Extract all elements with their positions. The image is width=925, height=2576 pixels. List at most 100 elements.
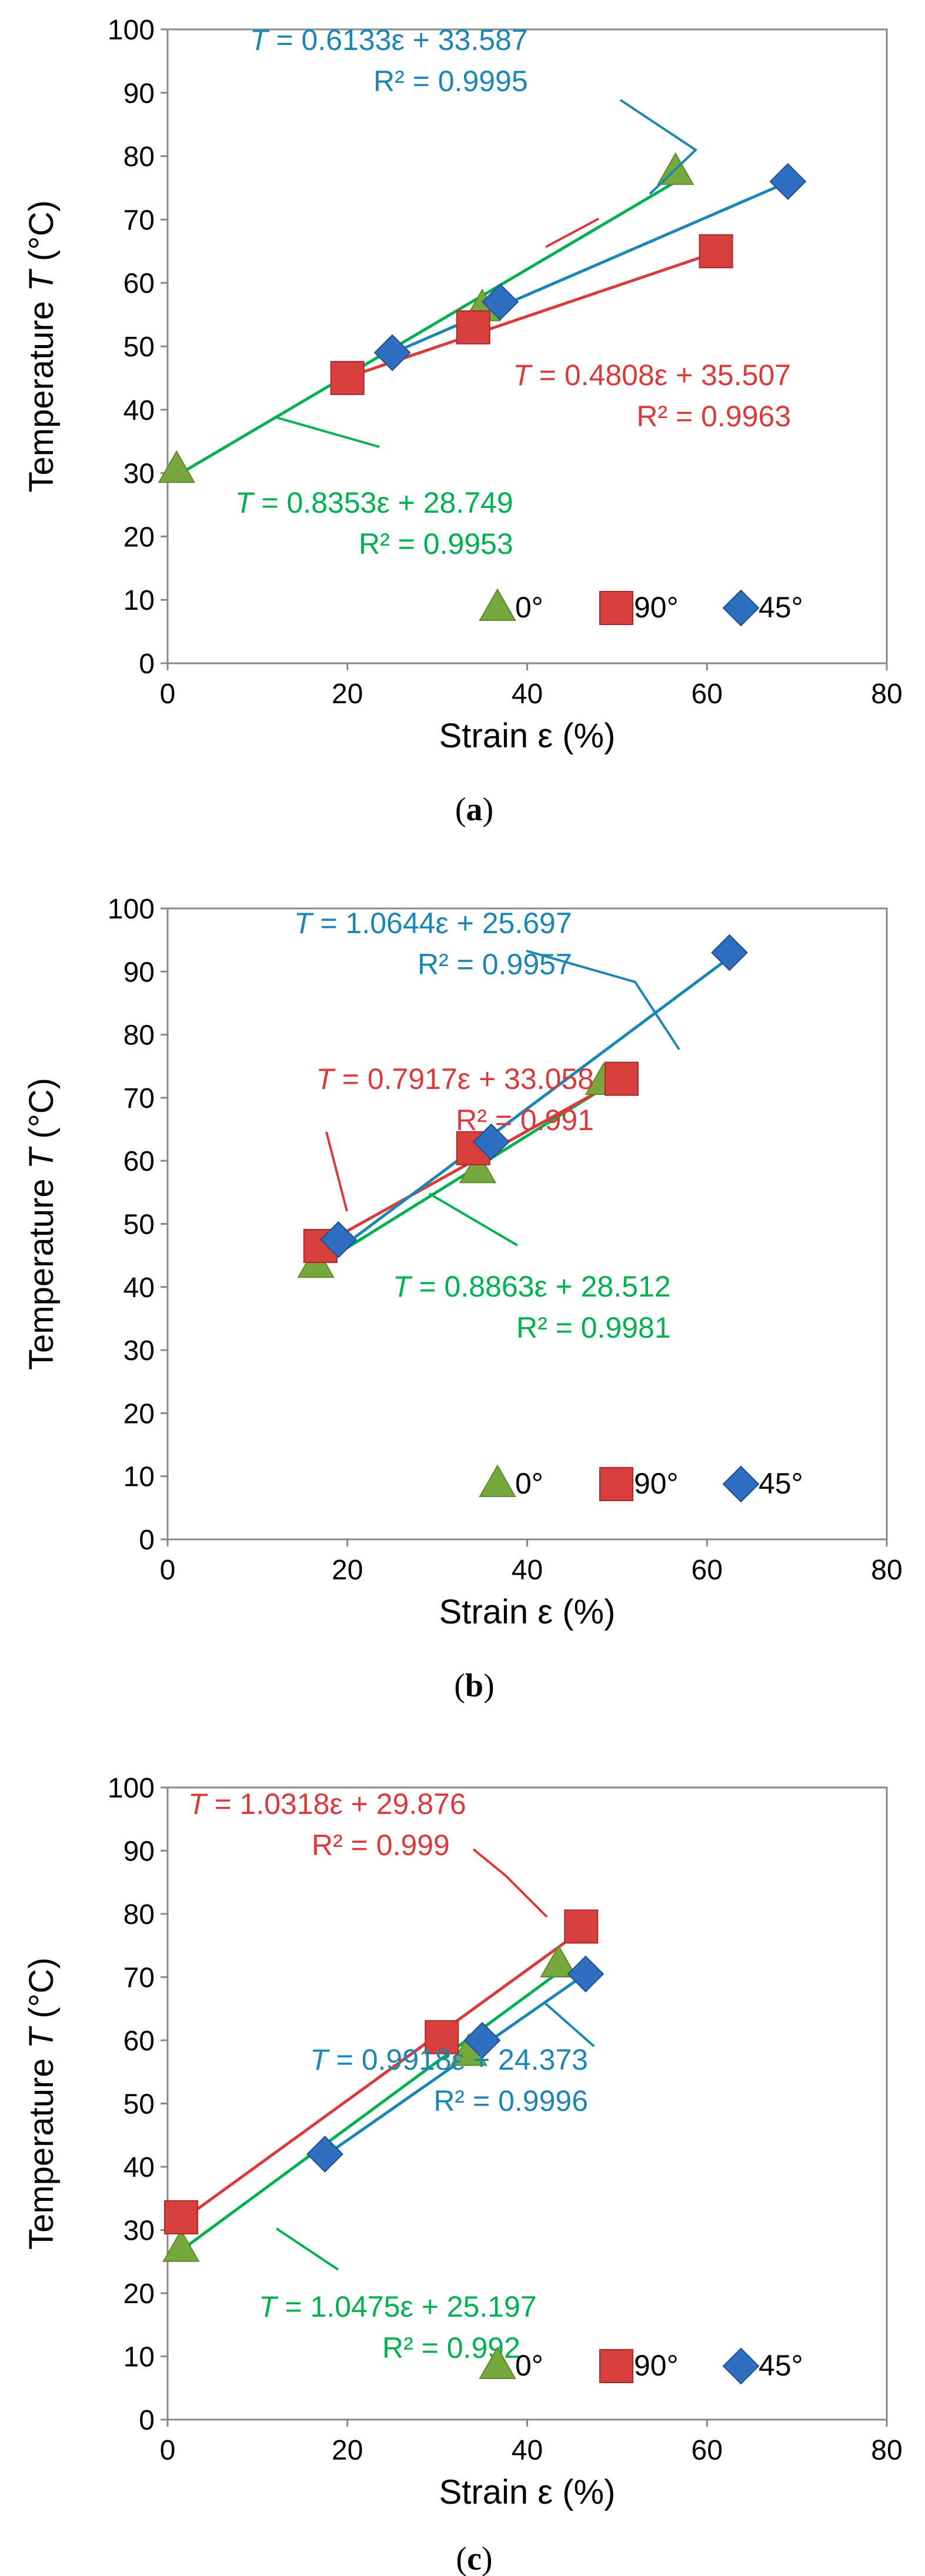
legend-label-blue: 45° [759, 591, 803, 624]
equation-green: T = 0.8353ε + 28.749 [235, 486, 513, 519]
panel-caption-part: ( [454, 1668, 465, 1704]
equation-part: T [235, 486, 255, 519]
y-tick-label: 90 [123, 1836, 155, 1867]
data-point-green [540, 1944, 577, 1977]
equation-part: = 0.6133ε + 33.587 [268, 24, 528, 56]
equation-blue: T = 1.0644ε + 25.697 [294, 907, 572, 940]
y-tick-label: 70 [123, 1963, 155, 1994]
legend-marker-green [479, 1464, 516, 1497]
equation-blue: T = 0.9918ε + 24.373 [310, 2043, 588, 2076]
chart-panel-c: 0 10 20 30 40 50 60 70 80 90 100 0 20 40 60 80 Strain ε … [22, 1773, 903, 2576]
leader-line-red [472, 1848, 548, 1918]
x-tick-label: 40 [512, 1555, 543, 1586]
legend-label-red: 90° [634, 1467, 679, 1500]
x-axis-title: Strain ε (%) [439, 717, 616, 755]
x-tick-label: 20 [332, 1555, 363, 1586]
y-axis-title-part: T [22, 269, 61, 292]
y-tick-label: 0 [139, 1525, 155, 1556]
r-squared-red: R² = 0.999 [312, 1829, 450, 1862]
data-point-blue [769, 163, 807, 201]
r-squared-red: R² = 0.991 [456, 1104, 594, 1137]
data-point-red [699, 234, 733, 269]
equation-green: T = 0.8863ε + 28.512 [393, 1270, 671, 1303]
y-tick-label: 30 [123, 459, 155, 490]
data-point-red [163, 2200, 198, 2234]
x-tick-label: 0 [160, 2435, 176, 2466]
equation-part: = 0.8863ε + 28.512 [411, 1270, 671, 1303]
panel-caption: (c) [456, 2541, 492, 2576]
y-tick-label: 90 [123, 78, 155, 109]
equation-part: T [316, 1063, 336, 1095]
data-point-blue [567, 1955, 605, 1993]
equation-part: = 0.8353ε + 28.749 [253, 486, 513, 519]
y-tick-label: 40 [123, 2152, 155, 2183]
x-tick-label: 60 [692, 1555, 723, 1586]
y-axis-title-part: Temperature [22, 2049, 61, 2250]
y-axis-title: Temperature T (°C) [22, 201, 61, 493]
y-tick-label: 50 [123, 332, 155, 363]
data-point-red [456, 310, 490, 345]
y-tick-label: 70 [123, 205, 155, 236]
x-axis-title: Strain ε (%) [439, 1593, 616, 1631]
x-tick-label: 0 [160, 1555, 176, 1586]
panel-caption-part: ) [483, 791, 494, 828]
panel-caption-part: c [467, 2541, 482, 2576]
y-axis-title-part: (°C) [22, 201, 61, 271]
y-tick-label: 60 [123, 268, 155, 299]
y-axis-title-part: (°C) [22, 1078, 61, 1148]
y-tick-label: 50 [123, 2089, 155, 2120]
equation-part: = 1.0318ε + 29.876 [206, 1788, 466, 1820]
x-tick-label: 60 [692, 679, 723, 710]
panel-caption-part: ) [482, 2541, 493, 2576]
y-axis-title-part: (°C) [22, 1957, 61, 2028]
x-tick-label: 80 [871, 2435, 902, 2466]
legend-label-green: 0° [515, 591, 543, 624]
data-point-blue [306, 2136, 343, 2173]
data-point-green [459, 1150, 497, 1184]
leader-line-red [545, 218, 599, 248]
data-point-red [425, 2020, 459, 2054]
data-point-blue [463, 2022, 501, 2059]
y-tick-label: 90 [123, 957, 155, 988]
equation-red: T = 0.4808ε + 35.507 [513, 359, 791, 392]
x-tick-label: 20 [332, 2435, 363, 2466]
data-point-green [162, 2229, 200, 2262]
leader-line-green [275, 2227, 339, 2271]
chart-panel-b: 0 10 20 30 40 50 60 70 80 90 100 0 20 40 60 80 Strain ε … [22, 894, 903, 1704]
y-tick-label: 40 [123, 1272, 155, 1304]
y-tick-label: 100 [108, 894, 155, 925]
x-tick-label: 40 [512, 2435, 543, 2466]
y-axis-title-part: Temperature [22, 1169, 61, 1370]
data-point-blue [482, 283, 519, 320]
equation-part: T [259, 2290, 279, 2323]
r-squared-green: R² = 0.9953 [359, 527, 513, 560]
equation-part: = 0.7917ε + 33.058 [334, 1063, 594, 1095]
x-tick-label: 60 [692, 2435, 723, 2466]
panel-caption-part: b [465, 1668, 483, 1704]
leader-line-blue [526, 950, 680, 1051]
data-point-green [158, 450, 196, 483]
y-tick-label: 30 [123, 2216, 155, 2247]
r-squared-blue: R² = 0.9957 [418, 948, 572, 981]
y-axis-title: Temperature T (°C) [22, 1957, 61, 2250]
x-tick-label: 0 [160, 679, 176, 710]
panel-caption-part: ( [456, 2541, 467, 2576]
x-tick-label: 80 [871, 679, 902, 710]
leader-line-green [276, 416, 380, 448]
legend-marker-red [599, 2349, 633, 2383]
legend-marker-green [479, 2346, 516, 2379]
x-tick-label: 20 [332, 679, 363, 710]
legend-label-green: 0° [515, 1467, 543, 1500]
data-point-blue [373, 334, 411, 372]
y-axis-title-part: Temperature [22, 292, 61, 493]
y-tick-label: 20 [123, 2278, 155, 2310]
equation-part: T [294, 907, 314, 940]
equation-part: T [513, 359, 533, 392]
equation-red: T = 1.0318ε + 29.876 [188, 1788, 466, 1820]
legend-marker-blue [722, 1465, 760, 1503]
fit-line-green [175, 1967, 565, 2255]
equation-part: = 1.0644ε + 25.697 [312, 907, 572, 940]
panel-caption: (a) [455, 791, 493, 828]
x-tick-label: 80 [871, 1555, 902, 1586]
y-tick-label: 80 [123, 1899, 155, 1930]
